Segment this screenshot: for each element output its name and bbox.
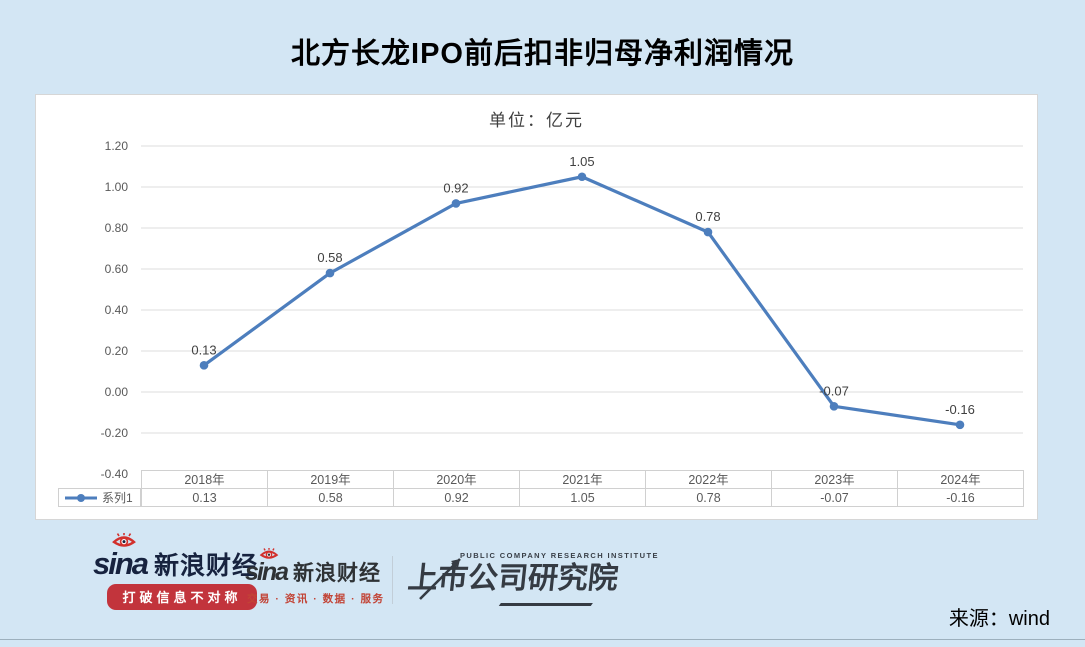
table-header-cell: 2020年 [393, 471, 519, 488]
pcri-arrow-icon [419, 558, 461, 600]
plot-svg: 1.20 1.00 0.80 0.60 0.40 0.20 0.00 -0.20 -0.40 0.… [101, 139, 1023, 481]
data-point-marker [199, 361, 209, 370]
table-value-cell: -0.07 [771, 489, 897, 506]
data-point-marker [325, 268, 335, 278]
table-value-cell: -0.16 [897, 489, 1024, 506]
chart-subtitle: 单位：亿元 [489, 111, 584, 130]
y-axis-tick-label: 0.20 [105, 344, 129, 358]
table-header-cell: 2022年 [645, 471, 771, 488]
chart-panel: 单位：亿元 1.20 1.00 0.80 0.60 0.40 0.20 0.00 -0.20 -… [35, 94, 1038, 520]
y-axis-tick-label: -0.40 [101, 467, 129, 481]
y-axis-tick-label: 1.00 [105, 180, 129, 194]
data-point-marker [451, 199, 461, 208]
bottom-divider [0, 639, 1085, 640]
table-header-cell: 2019年 [267, 471, 393, 488]
table-header-cell: 2023年 [771, 471, 897, 488]
sina-services-tagline: 交易 · 资讯 · 数据 · 服务 [247, 593, 385, 605]
sina-eye-icon [112, 533, 136, 547]
y-axis-tick-label: 1.20 [105, 139, 129, 153]
table-header-cell: 2021年 [519, 471, 645, 488]
data-point-label: 1.05 [569, 154, 594, 169]
sina-slogan-badge: 打破信息不对称 [107, 584, 257, 610]
data-point-marker [955, 420, 965, 430]
sina-finance-logo-primary: sina 新浪财经 打破信息不对称 [93, 533, 293, 610]
sina-finance-name-secondary: 新浪财经 [293, 562, 382, 585]
sina-finance-name: 新浪财经 [154, 552, 259, 580]
table-value-row: 0.13 0.58 0.92 1.05 0.78 -0.07 -0.16 [141, 488, 1024, 507]
table-value-cell: 0.92 [393, 489, 519, 506]
page-title: 北方长龙IPO前后扣非归母净利润情况 [291, 38, 794, 70]
sina-eye-icon-small [259, 548, 279, 559]
sina-brandline-secondary: sina 新浪财经 [245, 548, 405, 586]
legend-line-icon [65, 493, 97, 502]
data-point-label: 0.13 [191, 342, 216, 357]
legend-label: 系列1 [102, 491, 133, 505]
pcri-cn-name: 上市公司研究院 [406, 562, 620, 595]
legend-key: 系列1 [58, 488, 141, 507]
y-axis-tick-label: -0.20 [101, 426, 129, 440]
y-axis-tick-label: 0.80 [105, 221, 129, 235]
data-point-label: -0.16 [945, 402, 975, 417]
pcri-logo: PUBLIC COMPANY RESEARCH INSTITUTE 上市公司研究… [406, 551, 659, 606]
source-note: 来源：wind [948, 608, 1050, 630]
table-header-cell: 2018年 [141, 471, 267, 488]
sina-wordmark: sina [93, 546, 149, 581]
data-point-label: 0.92 [443, 180, 468, 195]
table-header-row: 2018年 2019年 2020年 2021年 2022年 2023年 2024年 [141, 470, 1024, 488]
data-point-label: 0.58 [317, 250, 342, 265]
data-point-marker [703, 227, 713, 237]
logo-divider [392, 556, 393, 604]
y-axis-tick-label: 0.60 [105, 262, 129, 276]
sina-wordmark-secondary: sina [245, 558, 289, 586]
table-value-cell: 1.05 [519, 489, 645, 506]
y-axis-tick-label: 0.40 [105, 303, 129, 317]
data-point-marker [829, 402, 839, 411]
data-point-label: 0.78 [695, 209, 720, 224]
sina-finance-logo-secondary: sina 新浪财经 交易 · 资讯 · 数据 · 服务 [245, 548, 405, 606]
table-header-cell: 2024年 [897, 471, 1024, 488]
table-value-cell: 0.13 [141, 489, 267, 506]
pcri-en-name: PUBLIC COMPANY RESEARCH INSTITUTE [460, 551, 659, 560]
table-value-cell: 0.78 [645, 489, 771, 506]
data-point-label: -0.07 [819, 383, 849, 398]
y-axis-tick-label: 0.00 [105, 385, 129, 399]
sina-brandline: sina 新浪财经 [93, 533, 293, 581]
data-point-marker [577, 172, 587, 182]
pcri-underline [499, 603, 593, 606]
table-value-cell: 0.58 [267, 489, 393, 506]
